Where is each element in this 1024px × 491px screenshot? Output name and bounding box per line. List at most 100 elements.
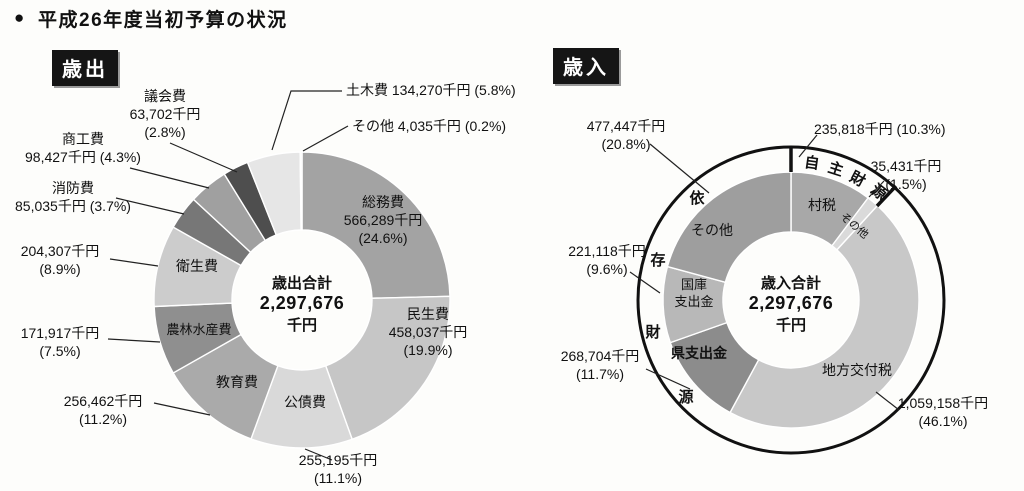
label-sonota-jishu-value-text: 35,431千円: [870, 158, 942, 174]
inner-label-kenshishutsukin: 県支出金: [671, 345, 727, 361]
label-kokkoshishutsukin-pct: (9.6%): [586, 260, 628, 277]
label-dobokuhi-name: 土木費: [346, 82, 388, 98]
leader-line-chihokofuzei: [875, 391, 900, 411]
label-shokohi-pct: (4.3%): [99, 148, 141, 165]
ring-divider-right: [875, 184, 898, 208]
expenditure-donut: [153, 151, 451, 449]
label-kenshishutsukin-pct: (11.7%): [576, 365, 624, 382]
label-dobokuhi-pct: (5.8%): [474, 82, 516, 98]
label-shokohi-value-line: 98,427千円 (4.3%): [24, 149, 142, 167]
expenditure-total: 歳出合計 2,297,676 千円: [240, 272, 364, 335]
pie-slice-歳出-0: [301, 151, 451, 299]
label-gikaihi: 議会費 63,702千円 (2.8%): [103, 88, 227, 142]
label-norinsuisanhi-value: 171,917千円 (7.5%): [8, 325, 112, 361]
label-minseihi: 民生費 458,037千円 (19.9%): [366, 306, 490, 360]
inner-label-somuhi-name: 総務費: [362, 194, 404, 210]
label-sonota-izon-pct: (20.8%): [601, 135, 651, 152]
label-kyoikuhi-value-text: 256,462千円: [63, 393, 143, 409]
title-bullet-icon: ●: [14, 8, 25, 27]
label-eiseihi-value: 204,307千円 (8.9%): [8, 243, 112, 279]
label-kosaihi-value-text: 255,195千円: [298, 452, 378, 468]
label-dobokuhi-value: 134,270千円: [391, 82, 471, 98]
label-sonota-izon-value: 477,447千円 (20.8%): [570, 118, 682, 154]
label-kenshishutsukin-value-text: 268,704千円: [560, 348, 640, 364]
label-minseihi-name: 民生費: [407, 306, 449, 322]
label-sonota-izon-value-text: 477,447千円: [586, 118, 666, 134]
revenue-total-title: 歳入合計: [760, 275, 821, 292]
label-dobokuhi: 土木費 134,270千円 (5.8%): [346, 82, 516, 100]
label-chihokofuzei-pct: (46.1%): [918, 412, 968, 429]
label-shokohi-name: 商工費: [62, 131, 104, 147]
pie-slice-歳入-5: [666, 171, 792, 284]
inner-label-somuhi: 総務費 566,289千円 (24.6%): [326, 194, 440, 248]
pie-slice-歳入-2: [729, 204, 920, 429]
inner-label-kosaihi: 公債費: [284, 394, 326, 410]
leader-line-eiseihi: [109, 258, 159, 267]
inner-label-eiseihi: 衛生費: [176, 258, 218, 274]
revenue-total-unit: 千円: [775, 317, 806, 334]
label-shobohi: 消防費 85,035千円 (3.7%): [14, 180, 132, 216]
revenue-total-value: 2,297,676: [748, 293, 834, 313]
label-kyoikuhi-pct: (11.2%): [79, 410, 127, 427]
leader-line-kyoikuhi: [153, 402, 211, 416]
inner-label-sonzei: 村税: [808, 197, 836, 213]
label-shobohi-name: 消防費: [52, 180, 94, 196]
label-sonzei-pct: (10.3%): [896, 121, 946, 137]
inner-label-kokkoshishutsukin: 国庫 支出金: [662, 277, 726, 310]
leader-line-sonota-exp: [302, 125, 349, 152]
leader-line-norinsuisanhi: [107, 338, 161, 343]
leader-line-kosaihi: [304, 448, 333, 461]
page-title: 平成26年度当初予算の状況: [38, 10, 288, 31]
label-sonota-jishu-pct: (1.5%): [885, 175, 927, 192]
revenue-section-header: 歳入: [553, 48, 619, 84]
leader-line-sonzei: [798, 134, 818, 158]
label-minseihi-pct: (19.9%): [403, 341, 453, 358]
inner-label-somuhi-pct: (24.6%): [358, 229, 408, 246]
leader-line-sonota-jishu: [868, 180, 885, 198]
leader-lines: [107, 90, 900, 461]
leader-line-gikaihi: [169, 142, 238, 173]
label-gikaihi-value: 63,702千円: [129, 105, 201, 122]
label-chihokofuzei-value-text: 1,059,158千円: [897, 395, 989, 411]
label-shokohi-value: 98,427千円: [25, 148, 96, 165]
ring-label-jishu-char-1: 自: [803, 154, 821, 173]
label-eiseihi-value-text: 204,307千円: [20, 243, 100, 259]
label-chihokofuzei-value: 1,059,158千円 (46.1%): [880, 395, 1006, 431]
inner-label-kokko-line2: 支出金: [674, 293, 714, 309]
leader-line-sonota-izon: [649, 143, 710, 194]
revenue-donut: [662, 171, 920, 429]
inner-label-kyoikuhi: 教育費: [216, 374, 258, 390]
inner-label-sonota-izon: その他: [691, 222, 733, 238]
label-shobohi-value-line: 85,035千円 (3.7%): [14, 198, 132, 216]
label-kyoikuhi-value: 256,462千円 (11.2%): [48, 393, 158, 429]
leader-line-kenshishutsukin: [645, 368, 691, 390]
label-sonzei-value: 235,818千円 (10.3%): [814, 121, 946, 139]
label-sonzei-value-text: 235,818千円: [814, 121, 893, 137]
leader-line-dobokuhi: [271, 90, 342, 151]
ring-label-izon-char-1: 依: [689, 190, 705, 207]
label-minseihi-value: 458,037千円: [388, 323, 468, 340]
ring-label-izon-char-2: 存: [650, 252, 666, 269]
expenditure-section-header: 歳出: [52, 50, 118, 86]
label-norinsuisanhi-value-text: 171,917千円: [20, 325, 100, 341]
label-sonota-jishu-value: 35,431千円 (1.5%): [852, 158, 960, 194]
expenditure-total-title: 歳出合計: [271, 275, 332, 292]
expenditure-total-unit: 千円: [286, 317, 317, 334]
label-kosaihi-value: 255,195千円 (11.1%): [282, 452, 394, 488]
label-eiseihi-pct: (8.9%): [39, 260, 81, 277]
leader-line-shobohi: [115, 197, 185, 215]
label-kosaihi-pct: (11.1%): [314, 469, 362, 486]
label-kokkoshishutsukin-value-text: 221,118千円: [568, 243, 646, 259]
ring-label-izon-char-4: 源: [678, 389, 694, 406]
leader-line-kokkoshishutsukin: [629, 271, 661, 294]
pie-slice-歳出-10: [299, 151, 303, 231]
label-sonota-exp: その他 4,035千円 (0.2%): [352, 118, 506, 136]
revenue-total: 歳入合計 2,297,676 千円: [729, 272, 853, 335]
label-gikaihi-pct: (2.8%): [144, 123, 186, 140]
label-gikaihi-name: 議会費: [144, 88, 186, 104]
leader-line-shokohi: [129, 167, 210, 189]
label-shobohi-value: 85,035千円: [15, 197, 86, 214]
label-kokkoshishutsukin-value: 221,118千円 (9.6%): [551, 243, 663, 279]
